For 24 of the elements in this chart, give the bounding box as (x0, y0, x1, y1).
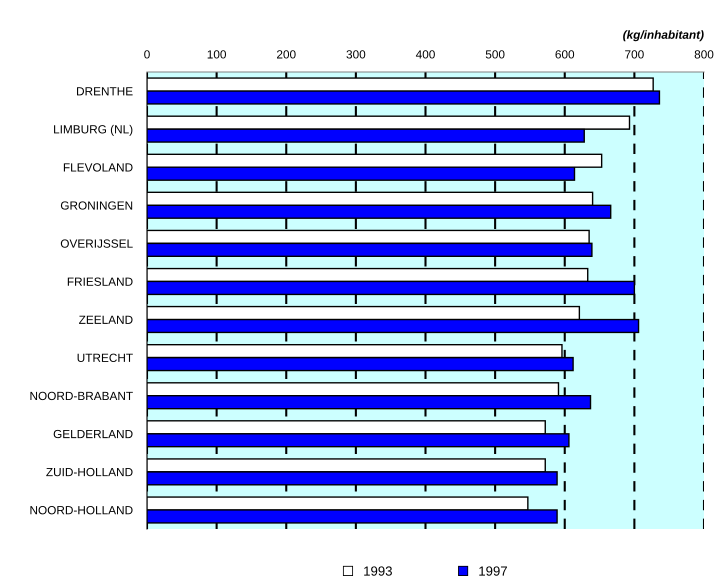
x-tick-label: 800 (694, 50, 714, 59)
x-tick-label: 100 (208, 50, 226, 59)
y-tick-label: ZEELAND (79, 316, 133, 324)
y-tick-label: LIMBURG (NL) (54, 124, 132, 136)
x-tick-label: 0 (144, 50, 150, 59)
legend-label: 1993 (364, 566, 392, 576)
y-tick-label: UTRECHT (78, 354, 133, 362)
y-tick-label: FRIESLAND (68, 277, 133, 286)
y-tick-label: GELDERLAND (54, 430, 133, 438)
y-tick-label: NOORD-HOLLAND (30, 506, 133, 514)
y-tick-label: DRENTHE (77, 87, 133, 96)
y-tick-label: GRONINGEN (60, 201, 132, 210)
x-tick-label: 700 (625, 50, 644, 59)
x-tick-label: 400 (416, 50, 435, 59)
x-tick-label: 500 (486, 50, 505, 59)
y-tick-label: FLEVOLAND (64, 163, 133, 172)
x-tick-label: 200 (276, 50, 296, 59)
x-axis-title: (kg/inhabitant) (623, 30, 704, 42)
legend-label: 1997 (479, 566, 507, 576)
y-tick-label: ZUID-HOLLAND (46, 468, 133, 476)
x-tick-label: 300 (346, 50, 366, 59)
y-tick-label: NOORD-BRABANT (30, 392, 133, 400)
x-tick-label: 600 (556, 50, 574, 59)
y-tick-label: OVERIJSSEL (60, 239, 133, 248)
